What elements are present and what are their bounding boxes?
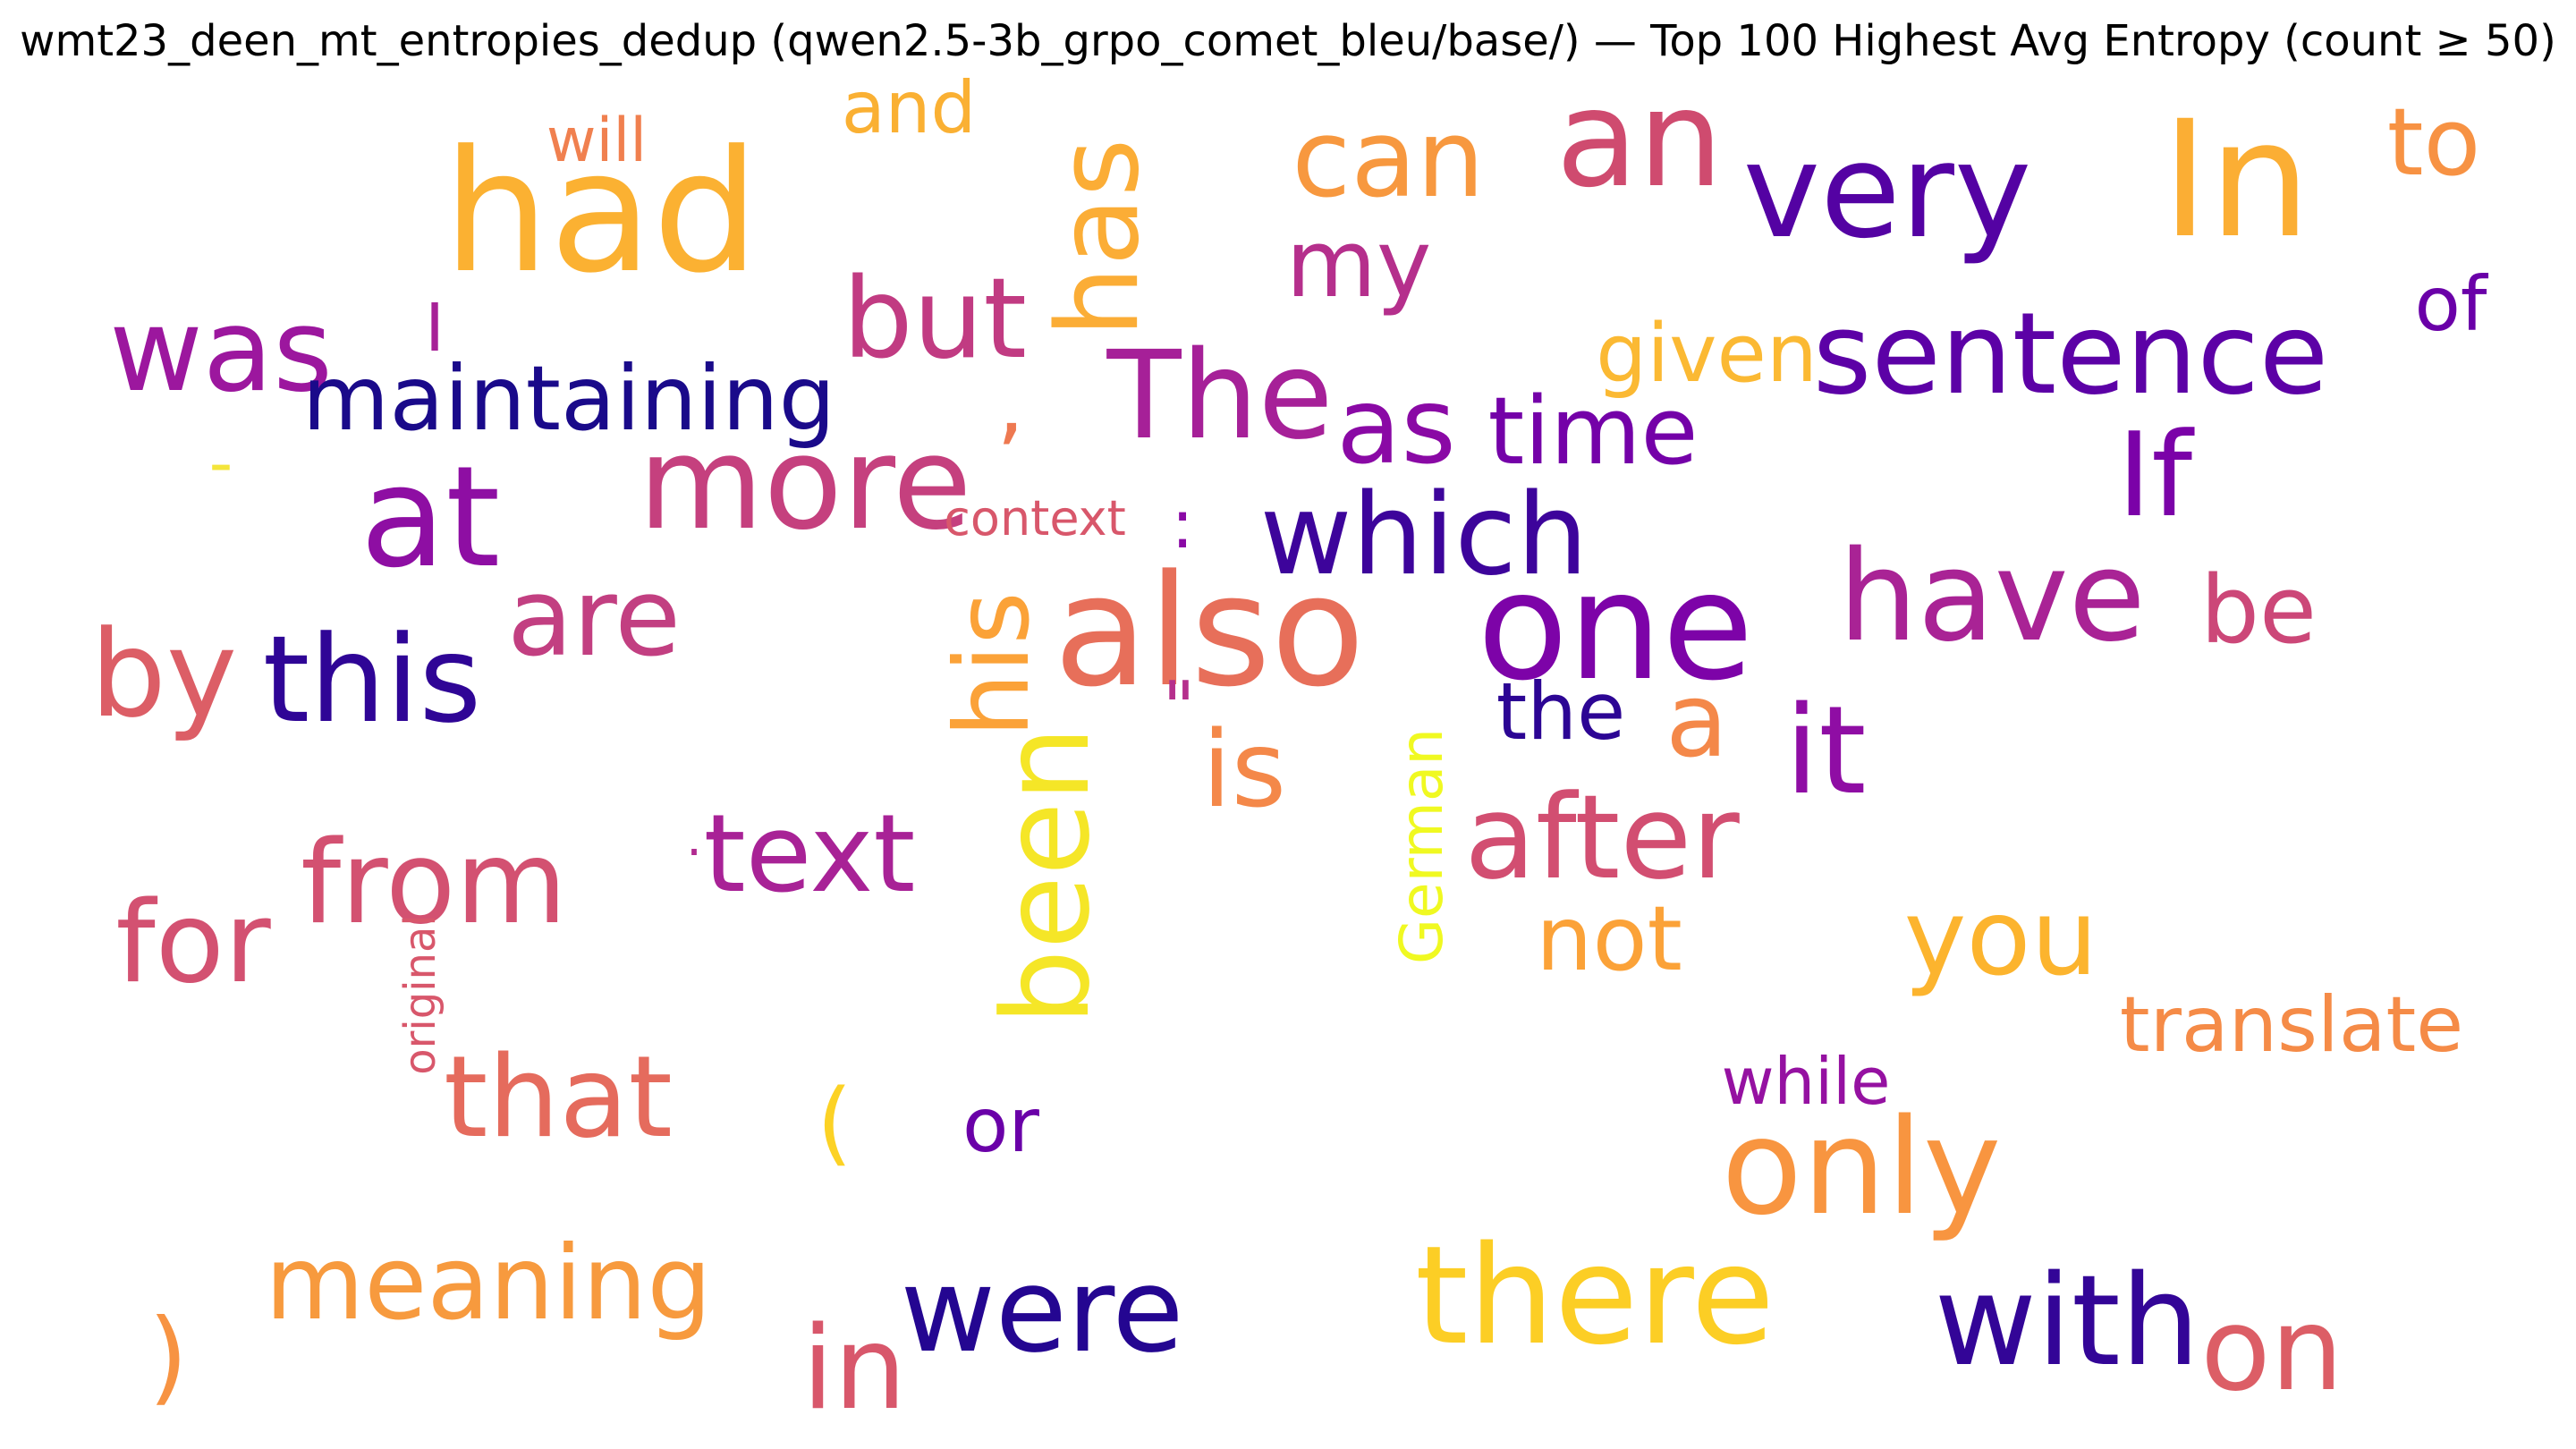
- word-34: by: [89, 605, 238, 744]
- word-62: with: [1934, 1249, 2200, 1394]
- word-40: is: [1201, 708, 1287, 831]
- word-61: in: [801, 1302, 907, 1436]
- word-44: text: [703, 792, 916, 917]
- word-58: there: [1414, 1216, 1775, 1375]
- word-30: also: [1053, 541, 1366, 721]
- word-23: If: [2116, 407, 2193, 543]
- word-37: the: [1496, 665, 1626, 758]
- word-12: I: [425, 290, 445, 367]
- word-7: In: [2161, 87, 2311, 274]
- word-13: but: [843, 255, 1027, 384]
- word-20: time: [1487, 377, 1699, 486]
- word-45: been: [977, 725, 1116, 1026]
- word-8: to: [2386, 88, 2481, 197]
- word-21: -: [208, 425, 233, 502]
- word-38: a: [1665, 661, 1728, 780]
- word-49: not: [1536, 886, 1682, 991]
- word-25: context: [944, 490, 1126, 547]
- word-55: or: [962, 1081, 1039, 1169]
- word-10: of: [2414, 260, 2487, 348]
- word-43: ·: [686, 824, 702, 882]
- word-60: ): [148, 1297, 189, 1416]
- word-22: more: [638, 408, 972, 558]
- word-57: meaning: [265, 1224, 712, 1343]
- word-15: sentence: [1812, 288, 2329, 419]
- chart-title: wmt23_deen_mt_entropies_dedup (qwen2.5-3…: [20, 16, 2556, 66]
- word-2: had: [443, 114, 759, 310]
- word-32: have: [1838, 524, 2146, 670]
- word-50: you: [1903, 876, 2098, 999]
- word-5: an: [1555, 62, 1724, 217]
- word-19: as: [1336, 364, 1456, 487]
- word-17: ,: [996, 353, 1025, 455]
- word-56: only: [1721, 1090, 2002, 1244]
- word-0: will: [546, 106, 648, 176]
- word-41: German: [1387, 727, 1456, 965]
- word-48: original: [395, 914, 445, 1075]
- word-36: ": [1162, 666, 1196, 750]
- word-33: be: [2200, 555, 2317, 665]
- word-11: was: [109, 284, 333, 418]
- word-52: that: [444, 1031, 673, 1163]
- word-63: on: [2200, 1284, 2343, 1417]
- word-31: one: [1477, 541, 1754, 714]
- word-26: :: [1171, 484, 1194, 564]
- word-51: translate: [2119, 980, 2464, 1070]
- word-3: has: [1032, 138, 1164, 338]
- word-9: my: [1285, 209, 1432, 318]
- word-24: at: [360, 436, 501, 598]
- word-46: from: [301, 817, 567, 950]
- word-27: which: [1259, 469, 1589, 600]
- word-6: very: [1742, 115, 2032, 267]
- word-47: for: [115, 877, 271, 1008]
- word-28: are: [506, 556, 682, 681]
- word-16: maintaining: [301, 346, 836, 451]
- word-18: The: [1106, 326, 1334, 467]
- word-53: while: [1721, 1044, 1891, 1119]
- word-1: and: [841, 66, 977, 149]
- word-39: it: [1784, 681, 1867, 822]
- word-14: given: [1596, 307, 1818, 401]
- word-29: his: [933, 591, 1052, 738]
- word-42: after: [1464, 769, 1740, 905]
- word-59: were: [900, 1242, 1184, 1378]
- word-4: can: [1292, 97, 1485, 222]
- word-54: (: [817, 1070, 852, 1176]
- word-35: this: [262, 610, 482, 750]
